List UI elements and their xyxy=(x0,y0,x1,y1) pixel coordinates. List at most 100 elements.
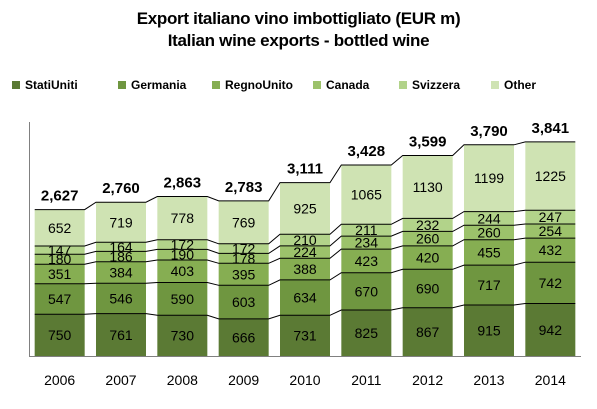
data-label-germania: 634 xyxy=(293,290,317,306)
data-label-regnounito: 384 xyxy=(109,264,133,280)
bar-segment-svizzera xyxy=(402,218,453,232)
total-label: 3,790 xyxy=(470,123,508,140)
bar-segment-statiuniti xyxy=(525,303,576,356)
bar-segment-svizzera xyxy=(34,245,85,255)
data-label-statiuniti: 761 xyxy=(109,327,133,343)
bar-segment-regnounito xyxy=(96,261,146,284)
x-tick-label: 2012 xyxy=(412,372,443,388)
bar-segment-other xyxy=(341,165,392,225)
legend-item-canada: Canada xyxy=(313,78,369,92)
data-label-other: 925 xyxy=(293,200,317,216)
data-label-germania: 547 xyxy=(48,291,72,307)
bar-segment-regnounito xyxy=(157,260,208,283)
legend-swatch xyxy=(491,81,499,89)
bar-2013 xyxy=(464,144,514,356)
legend-swatch xyxy=(313,81,321,89)
bar-segment-statiuniti xyxy=(402,307,453,356)
total-label: 2,760 xyxy=(102,180,140,197)
bar-segment-other xyxy=(96,202,146,243)
bar-segment-statiuniti xyxy=(157,315,208,356)
bar-segment-other xyxy=(157,196,208,240)
data-label-svizzera: 232 xyxy=(416,217,440,233)
bar-segment-svizzera xyxy=(280,234,330,246)
bar-segment-canada xyxy=(218,253,269,264)
x-tick-label: 2013 xyxy=(473,372,504,388)
bar-segment-statiuniti xyxy=(96,313,146,356)
connector-line xyxy=(34,237,576,265)
bar-segment-statiuniti xyxy=(464,305,514,356)
bar-segment-svizzera xyxy=(96,242,146,252)
data-label-svizzera: 164 xyxy=(109,239,133,255)
x-tick-label: 2014 xyxy=(535,372,566,388)
total-label: 3,599 xyxy=(409,133,447,150)
data-label-canada: 178 xyxy=(232,250,256,266)
bar-segment-canada xyxy=(34,254,85,265)
data-label-statiuniti: 915 xyxy=(477,323,501,339)
data-label-svizzera: 147 xyxy=(48,242,72,258)
bar-segment-statiuniti xyxy=(34,314,85,356)
bar-segment-regnounito xyxy=(464,239,514,266)
data-label-svizzera: 244 xyxy=(477,210,501,226)
data-label-svizzera: 172 xyxy=(171,237,195,253)
bar-segment-regnounito xyxy=(218,263,269,286)
bar-segment-germania xyxy=(218,285,269,319)
connector-line xyxy=(34,209,576,247)
legend-label: Germania xyxy=(131,78,187,92)
bar-segment-other xyxy=(218,200,269,244)
data-label-other: 1130 xyxy=(413,179,443,195)
bar-segment-germania xyxy=(34,283,85,315)
bar-segment-germania xyxy=(157,282,208,316)
x-tick-label: 2010 xyxy=(289,372,320,388)
data-label-germania: 742 xyxy=(539,275,563,291)
bar-segment-svizzera xyxy=(341,224,392,237)
bar-segment-svizzera xyxy=(525,210,576,224)
bar-segment-svizzera xyxy=(218,243,269,254)
bar-2009 xyxy=(218,200,269,356)
bar-2007 xyxy=(96,202,146,356)
legend-item-svizzera: Svizzera xyxy=(399,78,460,92)
legend-label: Other xyxy=(504,78,537,92)
chart-legend: StatiUniti Germania RegnoUnito Canada Svizze… xyxy=(0,78,597,96)
data-label-canada: 260 xyxy=(477,224,501,240)
data-label-statiuniti: 731 xyxy=(293,328,317,344)
bar-segment-statiuniti xyxy=(341,310,392,356)
data-label-regnounito: 351 xyxy=(48,266,72,282)
bar-2012 xyxy=(402,155,453,356)
data-label-statiuniti: 666 xyxy=(232,329,256,345)
data-label-other: 1065 xyxy=(351,187,382,203)
data-label-canada: 190 xyxy=(171,247,195,263)
data-label-canada: 186 xyxy=(109,249,133,265)
data-label-germania: 690 xyxy=(416,280,440,296)
connector-line xyxy=(34,261,576,286)
legend-swatch xyxy=(118,81,126,89)
data-label-regnounito: 423 xyxy=(355,253,379,269)
data-label-germania: 670 xyxy=(355,283,379,299)
data-label-regnounito: 432 xyxy=(539,242,563,258)
data-label-canada: 224 xyxy=(293,244,317,260)
bar-segment-germania xyxy=(464,265,514,306)
bar-segment-regnounito xyxy=(525,238,576,263)
bar-segment-canada xyxy=(525,223,576,239)
bar-segment-svizzera xyxy=(464,211,514,226)
total-label: 3,428 xyxy=(348,143,386,160)
x-tick-label: 2007 xyxy=(105,372,136,388)
total-label: 2,783 xyxy=(225,179,263,196)
data-label-statiuniti: 942 xyxy=(539,322,563,338)
legend-label: Canada xyxy=(326,78,370,92)
data-label-regnounito: 388 xyxy=(293,261,317,277)
data-label-canada: 234 xyxy=(355,235,379,251)
bar-segment-canada xyxy=(280,245,330,259)
data-label-germania: 603 xyxy=(232,294,256,310)
bar-segment-statiuniti xyxy=(280,315,330,356)
data-label-germania: 717 xyxy=(477,277,501,293)
bar-segment-canada xyxy=(341,236,392,250)
bar-segment-germania xyxy=(402,269,453,308)
bar-2010 xyxy=(280,182,330,356)
legend-item-regnounito: RegnoUnito xyxy=(212,78,293,92)
total-label: 2,863 xyxy=(164,174,202,191)
bar-2006 xyxy=(34,209,85,356)
bar-segment-canada xyxy=(96,251,146,262)
data-label-regnounito: 395 xyxy=(232,266,256,282)
legend-label: StatiUniti xyxy=(25,78,78,92)
total-label: 2,627 xyxy=(41,188,79,205)
